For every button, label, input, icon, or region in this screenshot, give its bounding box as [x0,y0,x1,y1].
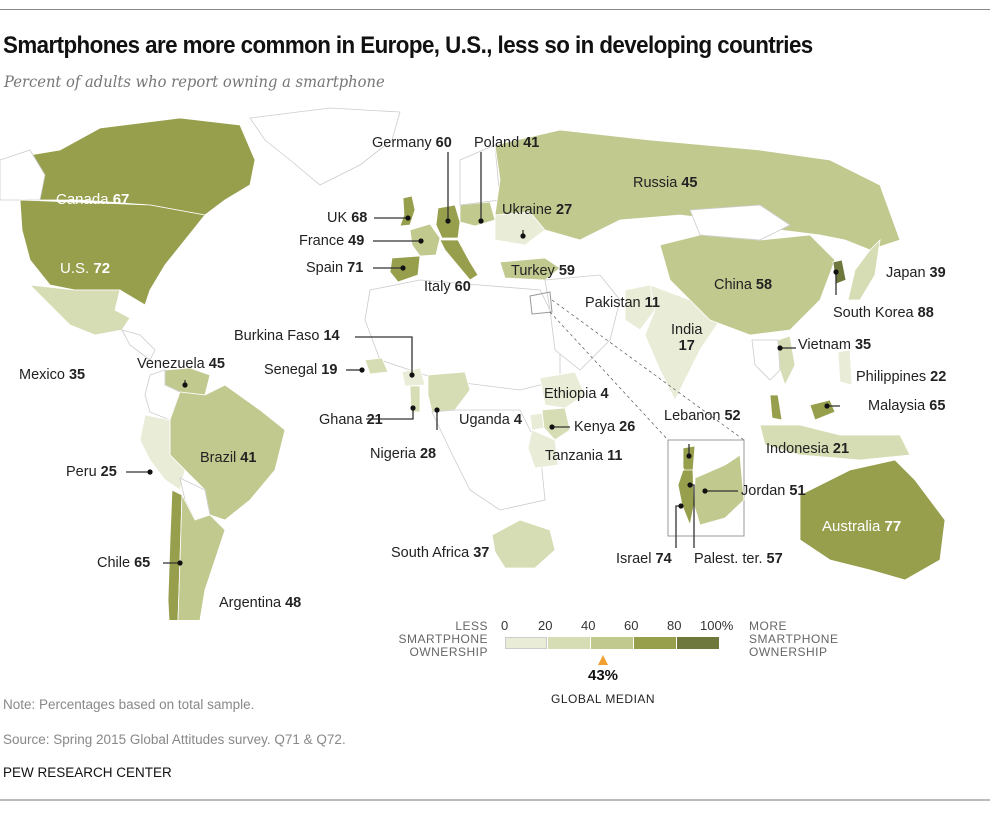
label-poland: Poland 41 [474,135,540,151]
label-japan: Japan 39 [886,265,946,281]
label-israel: Israel 74 [616,551,672,567]
legend-less-label: LESS SMARTPHONE OWNERSHIP [398,619,488,659]
label-france: France 49 [299,233,365,249]
label-spain: Spain 71 [306,260,364,276]
brand-name: PEW RESEARCH CENTER [3,765,172,780]
label-kenya: Kenya 26 [574,419,636,435]
bottom-rule [0,799,990,801]
label-germany: Germany 60 [372,135,452,151]
label-senegal: Senegal 19 [264,362,338,378]
label-pakistan: Pakistan 11 [585,295,660,311]
legend-tick-60: 60 [624,618,639,633]
legend-bin-80-100 [677,637,719,649]
chart-subtitle: Percent of adults who report owning a sm… [4,72,385,91]
label-south-korea: South Korea 88 [833,305,934,321]
legend-bin-60-80 [634,637,676,649]
median-value: 43% [588,667,619,684]
world-map [0,107,946,620]
label-chile: Chile 65 [97,555,151,571]
label-philippines: Philippines 22 [856,369,947,385]
legend-tick-20: 20 [538,618,553,633]
source-text: Source: Spring 2015 Global Attitudes sur… [3,732,346,747]
label-australia: Australia 77 [822,518,902,535]
label-vietnam: Vietnam 35 [798,337,872,353]
legend-tick-80: 80 [667,618,682,633]
label-turkey: Turkey 59 [511,263,575,279]
label-nigeria: Nigeria 28 [370,446,437,462]
label-ukraine: Ukraine 27 [502,202,573,218]
label-uganda: Uganda 4 [459,412,522,428]
note-text: Note: Percentages based on total sample. [3,697,255,712]
label-jordan: Jordan 51 [741,483,806,499]
label-brazil: Brazil 41 [200,450,257,466]
label-india: India 17 [671,322,703,354]
label-russia: Russia 45 [633,175,698,191]
median-label: GLOBAL MEDIAN [551,692,656,706]
label-burkina-faso: Burkina Faso 14 [234,328,340,344]
label-south-africa: South Africa 37 [391,545,490,561]
label-canada: Canada 67 [56,191,130,208]
label-lebanon: Lebanon 52 [664,408,741,424]
label-mexico: Mexico 35 [19,367,86,383]
legend-tick-40: 40 [581,618,596,633]
median-marker-icon [598,655,608,665]
legend-more-label: MORE SMARTPHONE OWNERSHIP [749,619,839,659]
label-china: China 58 [714,277,773,293]
top-rule [0,9,990,10]
label-uk: UK 68 [327,210,368,226]
label-indonesia: Indonesia 21 [766,441,850,457]
label-venezuela: Venezuela 45 [137,356,225,372]
legend-bin-0-20 [505,637,547,649]
legend-bin-20-40 [548,637,590,649]
label-palestinian-territories: Palest. ter. 57 [694,551,783,567]
chart-title: Smartphones are more common in Europe, U… [3,32,813,59]
label-argentina: Argentina 48 [219,595,302,611]
label-italy: Italy 60 [424,279,471,295]
legend-bin-40-60 [591,637,633,649]
legend-tick-0: 0 [501,618,509,633]
label-ghana: Ghana 21 [319,412,383,428]
label-malaysia: Malaysia 65 [868,398,946,414]
label-tanzania: Tanzania 11 [545,448,623,464]
label-us: U.S. 72 [60,260,111,277]
legend-tick-100: 100% [700,618,734,633]
label-ethiopia: Ethiopia 4 [544,386,609,402]
label-peru: Peru 25 [66,464,117,480]
